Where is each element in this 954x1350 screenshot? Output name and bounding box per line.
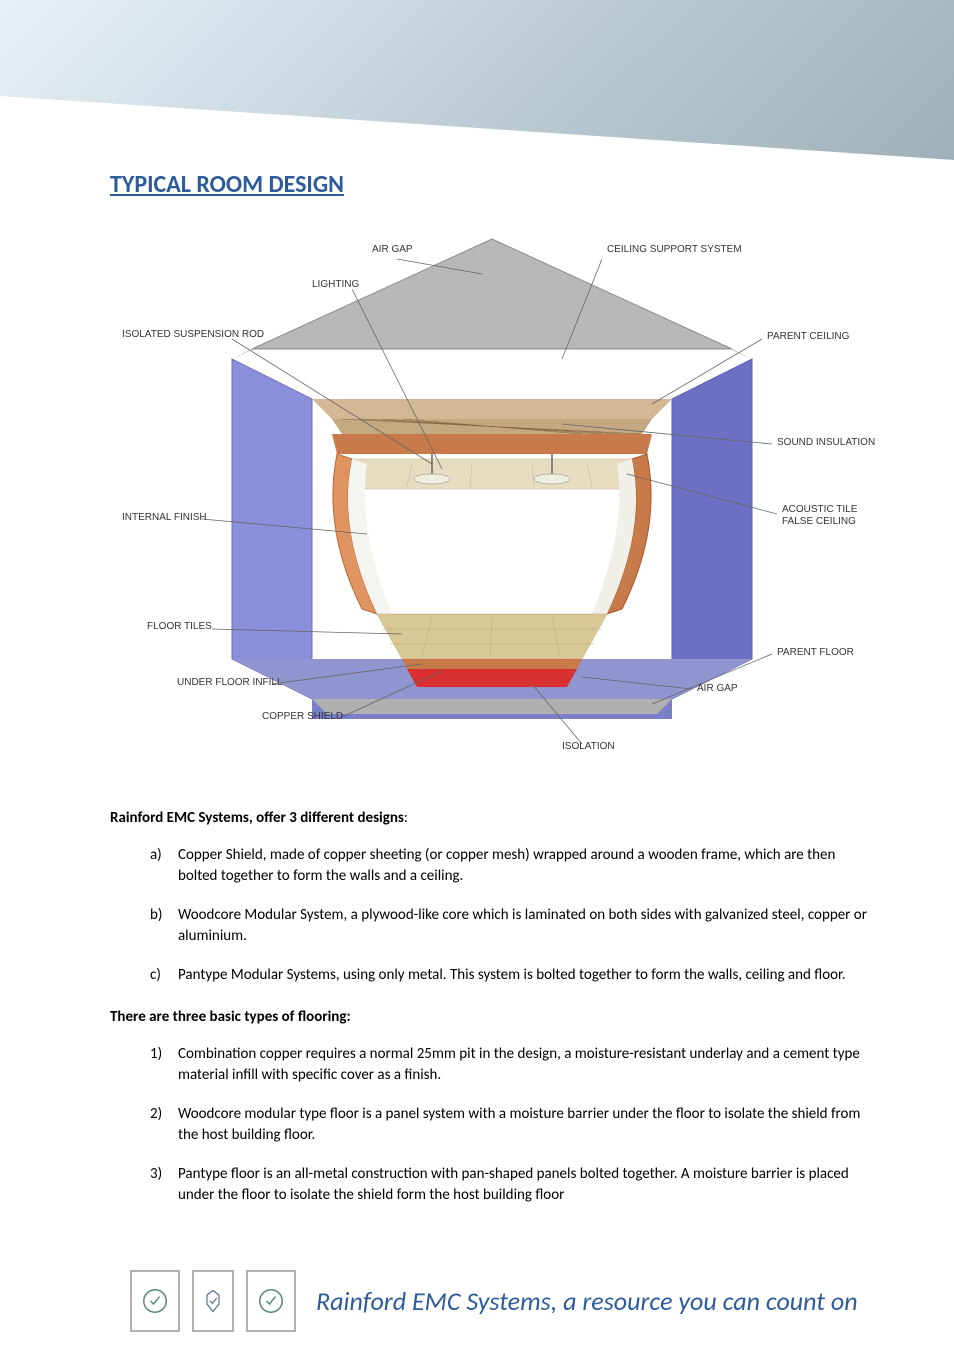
design-text: Pantype Modular Systems, using only meta… [178,966,846,984]
list-marker: 2) [150,1104,162,1125]
certification-badge-icon [246,1270,296,1332]
design-text: Woodcore Modular System, a plywood-like … [178,906,867,945]
list-marker: c) [150,965,161,986]
design-text: Copper Shield, made of copper sheeting (… [178,846,835,885]
list-marker: b) [150,905,162,926]
label-parent-floor: PARENT FLOOR [777,647,854,658]
flooring-text: Pantype floor is an all-metal constructi… [178,1165,849,1204]
footer-tagline: Rainford EMC Systems, a resource you can… [316,1285,858,1317]
label-lighting: LIGHTING [312,279,359,290]
flooring-heading: There are three basic types of flooring: [110,1008,874,1026]
label-acoustic-tile: ACOUSTIC TILE [782,504,857,515]
flooring-item: 1) Combination copper requires a normal … [150,1044,874,1086]
label-air-gap-bottom: AIR GAP [697,683,738,694]
label-internal-finish: INTERNAL FINISH [122,512,207,523]
label-ceiling-support-system: CEILING SUPPORT SYSTEM [607,244,742,255]
label-isolated-suspension-rod: ISOLATED SUSPENSION ROD [122,329,264,340]
label-false-ceiling: FALSE CEILING [782,516,856,527]
label-copper-shield: COPPER SHIELD [262,711,343,722]
flooring-item: 3) Pantype floor is an all-metal constru… [150,1164,874,1206]
ukas-badge-icon [192,1270,234,1332]
flooring-text: Woodcore modular type floor is a panel s… [178,1105,860,1144]
room-design-diagram: AIR GAP LIGHTING ISOLATED SUSPENSION ROD… [112,219,872,779]
list-marker: a) [150,845,162,866]
flooring-text: Combination copper requires a normal 25m… [178,1045,860,1084]
list-marker: 3) [150,1164,162,1185]
certification-badge-icon [130,1270,180,1332]
label-sound-insulation: SOUND INSULATION [777,437,875,448]
label-under-floor-infill: UNDER FLOOR INFILL [177,677,283,688]
label-floor-tiles: FLOOR TILES [147,621,212,632]
label-parent-ceiling: PARENT CEILING [767,331,849,342]
page-content: TYPICAL ROOM DESIGN [110,170,874,1228]
design-item: c) Pantype Modular Systems, using only m… [150,965,874,986]
design-item: a) Copper Shield, made of copper sheetin… [150,845,874,887]
label-isolation: ISOLATION [562,741,615,752]
flooring-item: 2) Woodcore modular type floor is a pane… [150,1104,874,1146]
designs-intro-bold: Rainford EMC Systems, offer 3 different … [110,809,404,827]
label-air-gap-top: AIR GAP [372,244,413,255]
list-marker: 1) [150,1044,162,1065]
design-item: b) Woodcore Modular System, a plywood-li… [150,905,874,947]
designs-intro: Rainford EMC Systems, offer 3 different … [110,809,874,827]
flooring-list: 1) Combination copper requires a normal … [110,1044,874,1206]
designs-list: a) Copper Shield, made of copper sheetin… [110,845,874,986]
page-footer: Rainford EMC Systems, a resource you can… [130,1270,874,1332]
header-banner-image [0,0,954,160]
page-title: TYPICAL ROOM DESIGN [110,170,874,199]
diagram-svg [112,219,872,779]
